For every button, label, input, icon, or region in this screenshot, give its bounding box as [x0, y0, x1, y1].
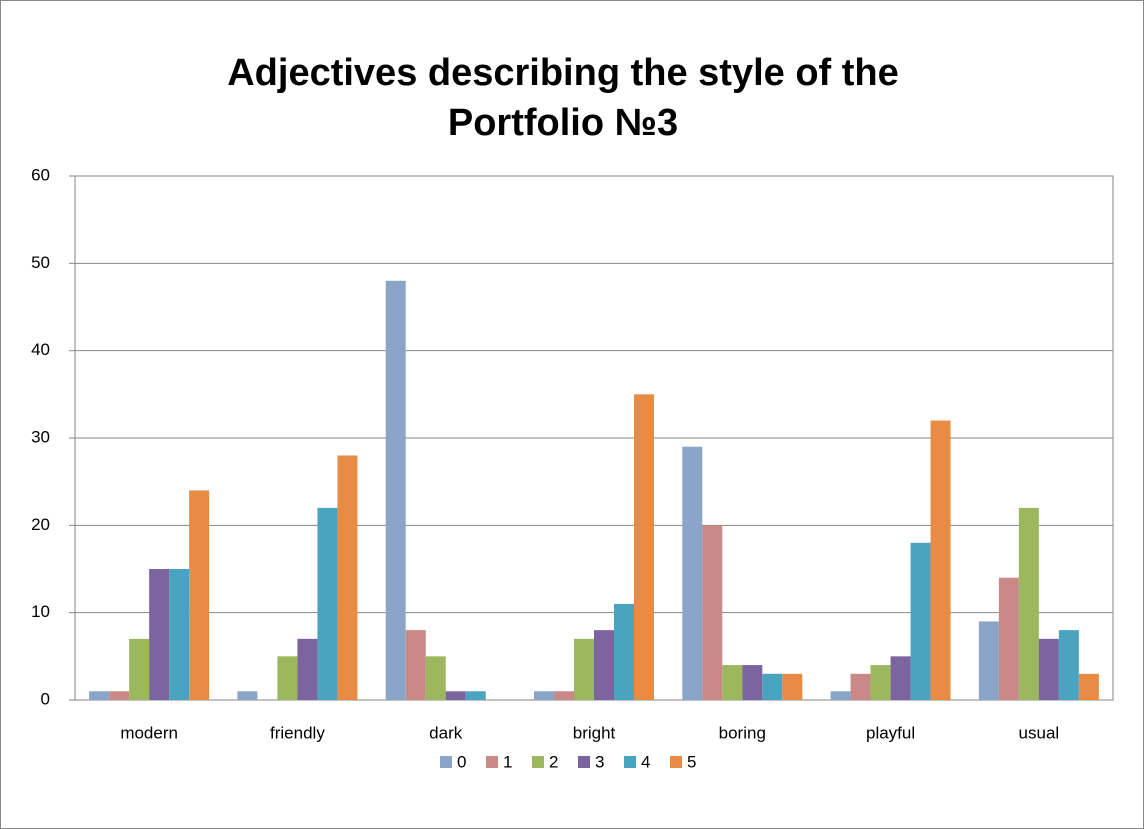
bar — [850, 673, 871, 700]
bar — [890, 656, 911, 700]
bar — [445, 691, 466, 700]
legend-swatch — [624, 756, 636, 768]
legend-label: 1 — [503, 752, 512, 771]
bar — [1058, 630, 1079, 700]
bar — [702, 525, 723, 700]
bar — [574, 638, 594, 700]
bar — [465, 691, 486, 700]
legend-swatch — [486, 756, 498, 768]
bar — [149, 569, 170, 700]
legend-swatch — [440, 756, 452, 768]
bar — [129, 638, 150, 700]
y-tick-label: 0 — [41, 689, 50, 708]
legend-swatch — [670, 756, 682, 768]
bar — [297, 638, 318, 700]
chart-title: Portfolio №3 — [448, 102, 678, 144]
bar — [830, 691, 851, 700]
legend-swatch — [578, 756, 590, 768]
y-tick-label: 30 — [31, 427, 50, 446]
y-tick-label: 60 — [31, 165, 50, 184]
bar — [594, 630, 614, 700]
bar — [742, 665, 763, 700]
x-tick-label: bright — [573, 723, 616, 742]
bar — [337, 455, 358, 700]
x-tick-label: modern — [120, 723, 178, 742]
legend-label: 0 — [457, 752, 466, 771]
bar — [930, 420, 951, 700]
x-tick-label: boring — [719, 723, 766, 742]
bar — [978, 621, 999, 700]
bar — [89, 691, 110, 700]
legend-label: 2 — [549, 752, 558, 771]
bar — [1018, 507, 1039, 700]
y-tick-label: 50 — [31, 253, 50, 272]
x-tick-label: dark — [429, 723, 463, 742]
bar — [998, 577, 1019, 700]
bar — [534, 691, 554, 700]
y-tick-label: 10 — [31, 602, 50, 621]
x-tick-label: friendly — [270, 723, 325, 742]
bar — [425, 656, 446, 700]
legend-swatch — [532, 756, 544, 768]
bar — [722, 665, 743, 700]
bar — [189, 490, 210, 700]
bar — [405, 630, 426, 700]
bar — [385, 280, 406, 700]
y-tick-label: 20 — [31, 515, 50, 534]
legend-label: 5 — [687, 752, 696, 771]
x-tick-label: usual — [1019, 723, 1060, 742]
bar — [237, 691, 258, 700]
bar — [910, 542, 931, 700]
x-tick-label: playful — [866, 723, 915, 742]
bar — [169, 569, 190, 700]
bar — [554, 691, 574, 700]
chart-title: Adjectives describing the style of the — [227, 52, 899, 94]
legend-label: 4 — [641, 752, 650, 771]
bar — [317, 507, 338, 700]
bar — [682, 446, 703, 700]
bar — [782, 673, 803, 700]
bar — [614, 603, 634, 700]
legend-label: 3 — [595, 752, 604, 771]
bar — [634, 394, 654, 700]
bar — [1078, 673, 1099, 700]
y-tick-label: 40 — [31, 340, 50, 359]
bar — [109, 691, 130, 700]
bar — [870, 665, 891, 700]
bar — [277, 656, 298, 700]
bar — [762, 673, 783, 700]
bar — [1038, 638, 1059, 700]
